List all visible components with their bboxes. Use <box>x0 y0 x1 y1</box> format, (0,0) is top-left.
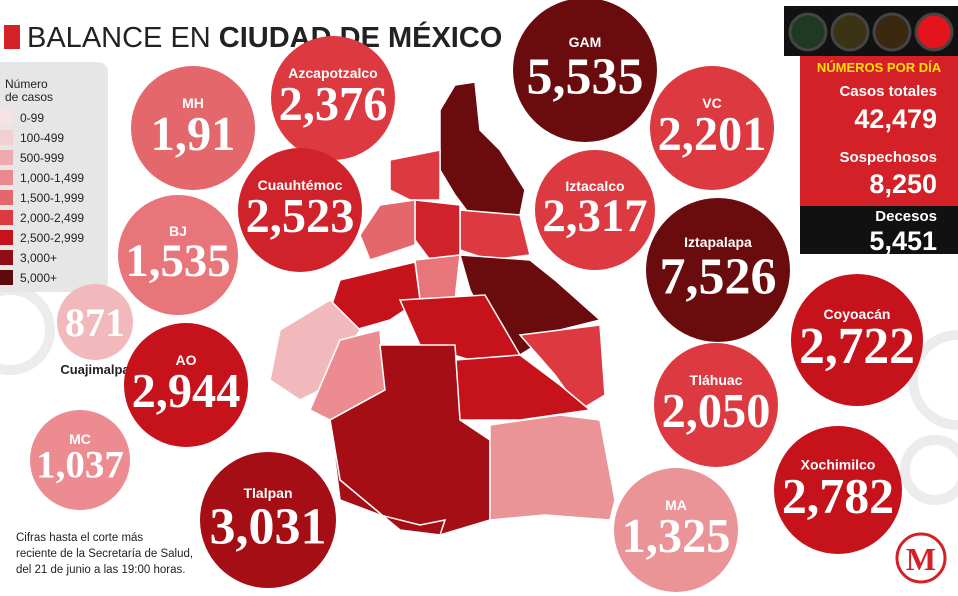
legend-label: 1,500-1,999 <box>20 191 84 205</box>
legend-label: 1,000-1,499 <box>20 171 84 185</box>
legend-box <box>0 62 108 292</box>
logo-letter: M <box>906 541 936 577</box>
borough-bubble <box>650 66 774 190</box>
borough-value: 2,523 <box>246 190 355 243</box>
borough-bubble <box>791 274 923 406</box>
borough-bubble <box>118 195 238 315</box>
legend-swatch <box>0 270 13 285</box>
borough-name: MC <box>69 431 91 447</box>
borough-value: 5,535 <box>527 48 644 105</box>
legend-swatch <box>0 170 13 185</box>
borough-name: VC <box>702 95 721 111</box>
borough-bubble <box>513 0 657 142</box>
title: BALANCE EN CIUDAD DE MÉXICO <box>27 20 502 54</box>
legend-swatch <box>0 210 13 225</box>
legend-swatch <box>0 230 13 245</box>
stats: NÚMEROS POR DÍA Casos totales 42,479 Sospec… <box>817 60 942 256</box>
borough-name: MH <box>182 95 204 111</box>
legend-swatch <box>0 130 13 145</box>
legend-swatch <box>0 150 13 165</box>
borough-value: 1,325 <box>622 510 731 563</box>
legend-label: 0-99 <box>20 111 44 125</box>
title-light: BALANCE EN <box>27 22 211 54</box>
borough-bubble <box>238 148 362 272</box>
legend-label: 2,500-2,999 <box>20 231 84 245</box>
borough-value: 3,031 <box>210 498 327 555</box>
stat-value: 5,451 <box>869 226 937 256</box>
borough-value: 871 <box>65 300 125 345</box>
stat-value: 42,479 <box>854 104 937 134</box>
borough-bubble <box>131 66 255 190</box>
borough-name: Cuajimalpa <box>60 362 130 377</box>
borough-name: Xochimilco <box>801 457 876 473</box>
stats-heading: NÚMEROS POR DÍA <box>817 60 942 75</box>
stat-label: Sospechosos <box>839 149 937 166</box>
title-marker <box>4 25 20 49</box>
borough-value: 1,91 <box>151 108 236 161</box>
borough-value: 2,317 <box>542 190 647 242</box>
borough-bubble <box>614 468 738 592</box>
borough-value: 2,376 <box>279 78 388 131</box>
borough-value: 7,526 <box>660 248 777 305</box>
borough-bubble <box>124 323 248 447</box>
stat-value: 8,250 <box>869 169 937 199</box>
stats-box <box>800 56 958 206</box>
borough-name: Cuauhtémoc <box>258 177 343 193</box>
legend-label: 5,000+ <box>20 271 57 285</box>
traffic-lights <box>788 12 954 52</box>
borough-bubble <box>646 198 790 342</box>
stats-box-dark <box>800 206 958 254</box>
borough-name: Azcapotzalco <box>288 65 377 81</box>
borough-bubble <box>654 343 778 467</box>
borough-name: BJ <box>169 223 187 239</box>
borough-value: 2,201 <box>658 108 767 161</box>
note-line: Cifras hasta el corte más <box>16 532 143 544</box>
legend-label: 100-499 <box>20 131 64 145</box>
legend-swatch <box>0 250 13 265</box>
legend-label: 2,000-2,499 <box>20 211 84 225</box>
borough-name: Tláhuac <box>690 372 743 388</box>
borough-value: 1,535 <box>125 235 230 287</box>
note-line: del 21 de junio a las 19:00 horas. <box>16 564 185 576</box>
borough-name: Tlalpan <box>243 485 292 501</box>
borough-bubble <box>774 426 902 554</box>
borough-bubble <box>57 284 133 360</box>
borough-value: 1,037 <box>36 444 124 487</box>
borough-name: GAM <box>569 34 602 50</box>
legend-swatch <box>0 190 13 205</box>
stat-label: Decesos <box>875 208 937 225</box>
legend-label: 500-999 <box>20 151 64 165</box>
borough-value: 2,722 <box>799 318 915 375</box>
borough-bubble <box>271 36 395 160</box>
borough-name: AO <box>176 352 197 368</box>
legend-swatch <box>0 110 13 125</box>
logo <box>895 532 947 584</box>
map <box>269 81 616 536</box>
note-line: reciente de la Secretaría de Salud, <box>16 548 193 560</box>
borough-bubble <box>200 452 336 588</box>
legend-label: 3,000+ <box>20 251 57 265</box>
legend-title: de casos <box>5 90 53 104</box>
legend-title: Número <box>5 77 48 91</box>
borough-value: 2,050 <box>662 385 771 438</box>
stat-label: Casos totales <box>839 83 937 100</box>
borough-name: Iztapalapa <box>684 234 752 250</box>
borough-name: MA <box>665 497 687 513</box>
borough-name: Coyoacán <box>824 306 891 322</box>
note: Cifras hasta el corte más reciente de la … <box>16 532 193 576</box>
borough-bubble <box>535 150 655 270</box>
borough-value: 2,944 <box>132 365 241 418</box>
borough-bubble <box>30 410 130 510</box>
borough-name: Iztacalco <box>565 178 624 194</box>
borough-value: 2,782 <box>782 468 894 523</box>
